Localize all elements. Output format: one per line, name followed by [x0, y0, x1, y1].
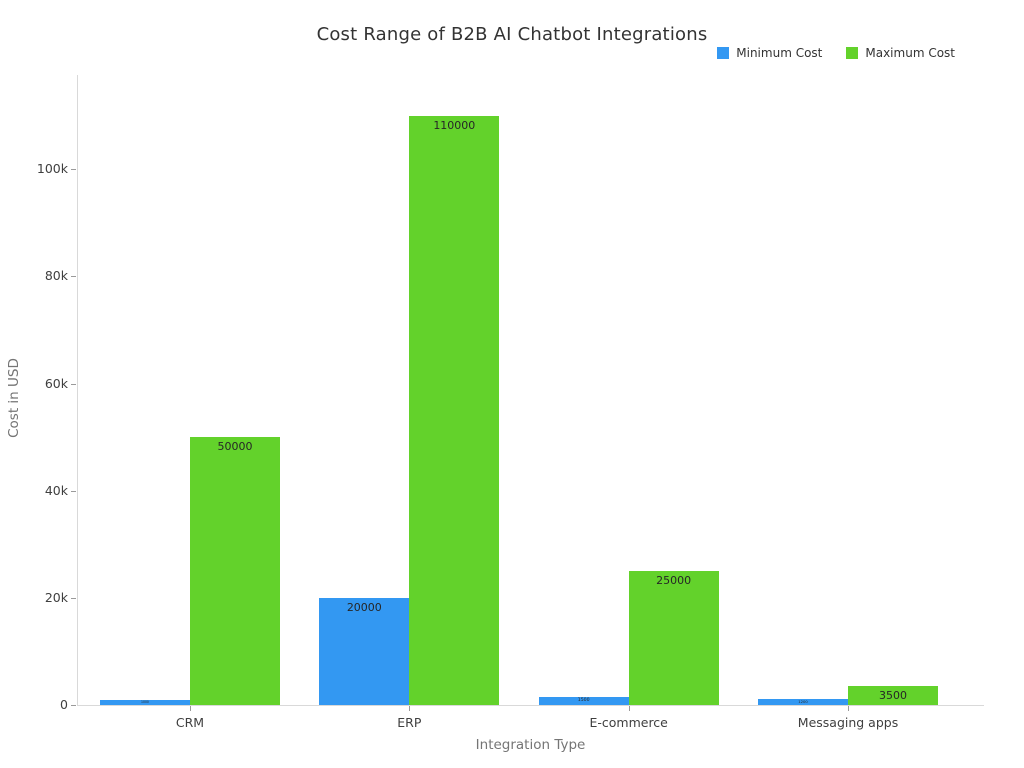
- bar-value-label: 50000: [217, 440, 253, 454]
- x-tick-mark: [628, 706, 630, 711]
- bar-minimum-cost-messaging-apps[interactable]: [758, 698, 849, 705]
- bar-maximum-cost-e-commerce[interactable]: [628, 571, 719, 705]
- legend-item-maximum-cost[interactable]: Maximum Cost: [846, 46, 955, 60]
- y-tick-label: 40k: [44, 482, 68, 498]
- x-axis-line: [77, 705, 984, 706]
- bar-value-label: 1000: [141, 700, 149, 705]
- legend-swatch-minimum-cost: [717, 47, 730, 59]
- chart-title: Cost Range of B2B AI Chatbot Integration…: [316, 24, 708, 45]
- bar-minimum-cost-crm[interactable]: [99, 699, 190, 705]
- bar-value-label: 1200: [798, 699, 808, 704]
- x-tick-label: CRM: [175, 715, 205, 730]
- y-tick-label: 0: [60, 697, 68, 712]
- y-tick-label: 60k: [44, 375, 68, 391]
- bar-maximum-cost-erp[interactable]: [409, 115, 500, 705]
- y-tick-mark: [71, 705, 76, 706]
- y-axis-line: [77, 75, 78, 705]
- x-tick-mark: [189, 706, 191, 711]
- bar-minimum-cost-e-commerce[interactable]: [538, 696, 629, 705]
- legend-swatch-maximum-cost: [846, 47, 859, 59]
- legend-label: Minimum Cost: [736, 46, 823, 60]
- x-tick-label: E-commerce: [589, 715, 668, 730]
- y-axis-title: Cost in USD: [6, 358, 22, 438]
- bar-value-label: 110000: [433, 118, 476, 132]
- x-tick-mark: [848, 706, 850, 711]
- x-tick-label: ERP: [397, 715, 422, 730]
- y-tick-mark: [71, 276, 76, 278]
- y-tick-mark: [71, 169, 76, 171]
- bar-value-label: 20000: [346, 600, 382, 614]
- bar-value-label: 25000: [656, 574, 692, 588]
- bar-maximum-cost-crm[interactable]: [189, 437, 280, 705]
- legend-item-minimum-cost[interactable]: Minimum Cost: [717, 46, 822, 60]
- bar-maximum-cost-messaging-apps[interactable]: [848, 686, 939, 705]
- x-tick-mark: [409, 706, 411, 711]
- y-tick-mark: [71, 490, 76, 492]
- y-tick-mark: [71, 597, 76, 599]
- legend: Minimum Cost Maximum Cost: [717, 46, 955, 60]
- bar-minimum-cost-erp[interactable]: [319, 597, 410, 705]
- y-tick-label: 80k: [44, 268, 68, 284]
- y-tick-mark: [71, 383, 76, 385]
- y-tick-label: 20k: [44, 589, 68, 605]
- legend-label: Maximum Cost: [865, 46, 955, 60]
- bar-value-label: 1500: [577, 698, 590, 704]
- bar-value-label: 3500: [879, 689, 908, 703]
- x-tick-label: Messaging apps: [797, 715, 899, 730]
- x-axis-title: Integration Type: [475, 737, 586, 753]
- y-tick-label: 100k: [36, 161, 68, 177]
